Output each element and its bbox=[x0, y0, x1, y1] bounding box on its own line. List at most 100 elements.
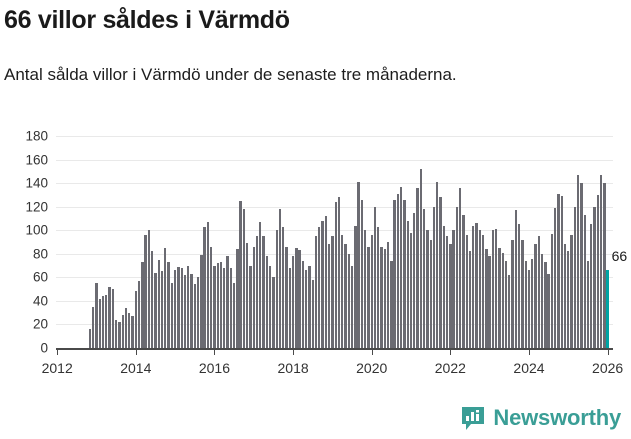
bar bbox=[534, 244, 537, 348]
bar-series bbox=[56, 128, 613, 348]
bar bbox=[468, 251, 472, 348]
x-axis-tick bbox=[293, 348, 295, 355]
bar bbox=[373, 206, 377, 348]
bar bbox=[554, 207, 557, 348]
bar bbox=[354, 225, 357, 348]
x-axis-tick bbox=[528, 348, 530, 355]
bar bbox=[390, 260, 393, 348]
bar bbox=[383, 249, 386, 348]
bar bbox=[164, 247, 167, 348]
bar bbox=[521, 239, 524, 348]
bar bbox=[442, 225, 445, 348]
y-axis-tick-label: 40 bbox=[32, 293, 48, 309]
bar bbox=[357, 181, 360, 348]
x-axis-tick-label: 2016 bbox=[198, 360, 231, 376]
bar bbox=[160, 271, 164, 348]
bar bbox=[573, 206, 577, 348]
bar bbox=[288, 267, 291, 348]
bar bbox=[278, 209, 282, 348]
bar bbox=[367, 246, 370, 348]
bar bbox=[547, 273, 550, 348]
bar bbox=[141, 262, 144, 348]
bar bbox=[341, 234, 344, 348]
bar bbox=[92, 306, 95, 348]
bar bbox=[147, 230, 151, 348]
bar bbox=[151, 251, 154, 348]
bar bbox=[599, 174, 603, 348]
bar bbox=[590, 224, 593, 348]
bar bbox=[419, 168, 423, 348]
bar bbox=[180, 267, 183, 348]
bar bbox=[268, 265, 272, 348]
x-axis-tick-label: 2022 bbox=[434, 360, 466, 376]
bar bbox=[242, 209, 246, 348]
bar bbox=[393, 199, 396, 348]
bar bbox=[255, 236, 259, 348]
bar bbox=[563, 244, 567, 348]
bar bbox=[465, 234, 468, 348]
bar bbox=[200, 254, 203, 348]
bar bbox=[101, 296, 105, 348]
bar bbox=[203, 226, 206, 348]
bar bbox=[570, 234, 573, 348]
bar bbox=[580, 183, 583, 348]
bar bbox=[295, 247, 298, 348]
y-axis-tick-label: 140 bbox=[25, 175, 48, 191]
bar bbox=[603, 183, 606, 348]
bar bbox=[517, 224, 521, 348]
bar bbox=[311, 279, 314, 348]
x-axis-tick bbox=[214, 348, 216, 355]
bar bbox=[157, 259, 160, 348]
bar bbox=[118, 322, 121, 348]
bar bbox=[439, 197, 442, 348]
bar bbox=[246, 243, 249, 348]
bar bbox=[413, 212, 416, 348]
bar bbox=[472, 225, 475, 348]
bar bbox=[226, 256, 229, 348]
x-axis-tick bbox=[57, 348, 59, 355]
bar bbox=[206, 221, 210, 348]
x-axis-tick-label: 2018 bbox=[277, 360, 309, 376]
x-axis: 2012 2014 2016 2018 2020 2022 2024 2026 bbox=[0, 348, 631, 388]
bar bbox=[504, 260, 508, 348]
bar bbox=[400, 186, 403, 348]
gridline bbox=[56, 183, 613, 185]
chart-plot-area: 0 20 40 60 80 100 120 140 160 180 bbox=[0, 128, 631, 363]
bar bbox=[432, 206, 436, 348]
bar bbox=[252, 246, 255, 348]
bar bbox=[111, 289, 115, 348]
bar bbox=[144, 234, 147, 348]
bar bbox=[347, 253, 350, 348]
bar bbox=[531, 258, 534, 348]
bar bbox=[308, 265, 311, 348]
bar bbox=[183, 274, 187, 348]
bar bbox=[380, 246, 383, 348]
gridline bbox=[56, 136, 613, 137]
bar bbox=[216, 263, 219, 348]
bar bbox=[334, 201, 337, 348]
bar bbox=[167, 262, 170, 348]
bar bbox=[209, 246, 213, 348]
bar bbox=[452, 230, 455, 348]
bar bbox=[550, 233, 554, 348]
bar bbox=[527, 270, 531, 348]
bar bbox=[298, 250, 301, 348]
bar bbox=[508, 274, 511, 348]
bar bbox=[459, 187, 462, 348]
gridline bbox=[56, 159, 613, 161]
bar bbox=[567, 251, 570, 348]
bar bbox=[229, 267, 232, 348]
bar bbox=[213, 265, 216, 348]
gridline bbox=[56, 348, 613, 350]
bar bbox=[485, 249, 488, 348]
y-axis-tick-label: 60 bbox=[32, 269, 48, 285]
bar bbox=[88, 329, 92, 348]
bar bbox=[98, 298, 101, 348]
bar bbox=[462, 214, 465, 348]
y-axis-tick-label: 80 bbox=[32, 246, 48, 262]
bar bbox=[537, 236, 540, 348]
bar bbox=[275, 230, 278, 348]
bar bbox=[426, 230, 429, 348]
bar bbox=[593, 206, 596, 348]
bar bbox=[259, 221, 262, 348]
